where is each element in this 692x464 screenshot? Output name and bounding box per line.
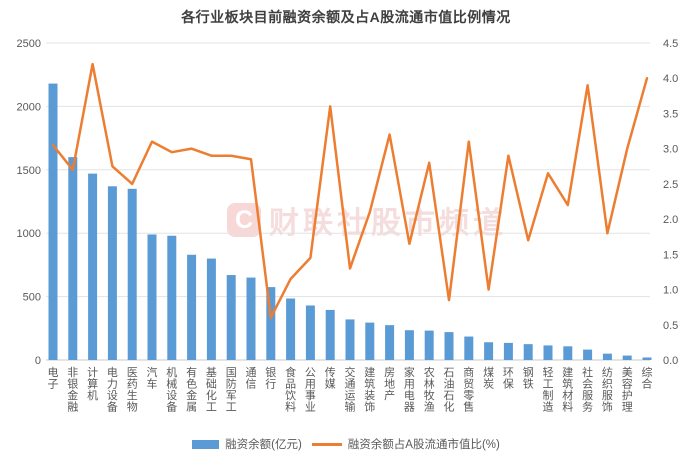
x-axis-label-轻工制造: 轻工制造 (543, 365, 554, 414)
left-axis-tick-label: 1000 (17, 228, 41, 240)
x-axis-label-传媒: 传媒 (325, 366, 336, 391)
left-axis-tick-label: 2500 (17, 38, 41, 50)
x-axis-label-社会服务: 社会服务 (582, 365, 593, 414)
bar-纺织服饰 (602, 353, 612, 360)
x-axis-label-计算机: 计算机 (87, 366, 98, 402)
left-axis-tick-label: 500 (23, 292, 41, 304)
bar-交通运输 (345, 319, 355, 360)
legend-line-label: 融资余额占A股流通市值比(%) (347, 439, 500, 451)
x-axis-label-房地产: 房地产 (384, 366, 395, 402)
x-axis-label-机械设备: 机械设备 (166, 365, 177, 414)
bar-基础化工 (206, 258, 216, 360)
bar-通信 (246, 277, 256, 360)
right-axis-tick-label: 0.5 (663, 320, 678, 332)
x-axis-label-交通运输: 交通运输 (345, 365, 356, 414)
x-axis-label-有色金属: 有色金属 (186, 365, 197, 414)
right-axis-tick-label: 3.5 (663, 108, 678, 120)
bar-环保 (503, 342, 513, 360)
x-axis-label-汽车: 汽车 (147, 365, 158, 391)
bar-医药生物 (127, 188, 137, 360)
legend-item-bar-series: 融资余额(亿元) (192, 436, 302, 452)
left-axis-tick-label: 1500 (17, 165, 41, 177)
ratio-line (51, 62, 649, 319)
x-axis-label-煤炭: 煤炭 (483, 366, 494, 391)
bar-银行 (266, 287, 276, 360)
bar-电力设备 (107, 186, 117, 360)
bar-有色金属 (187, 254, 197, 360)
bar-农林牧渔 (424, 330, 434, 360)
bar-汽车 (147, 234, 157, 360)
right-axis-tick-label: 1.0 (663, 285, 678, 297)
right-axis-tick-label: 2.0 (663, 214, 678, 226)
x-axis-label-钢铁: 钢铁 (523, 366, 534, 391)
x-axis-label-电子: 电子 (48, 366, 59, 391)
right-axis-tick-label: 2.5 (663, 179, 678, 191)
bar-计算机 (88, 173, 98, 360)
legend-item-line-series: 融资余额占A股流通市值比(%) (311, 436, 500, 452)
bar-石油石化 (444, 332, 454, 360)
x-axis-label-基础化工: 基础化工 (206, 366, 217, 414)
x-axis-label-综合: 综合 (642, 365, 653, 391)
bar-综合 (642, 357, 652, 360)
bar-家用电器 (404, 330, 414, 360)
legend-line-swatch-icon (311, 442, 342, 446)
x-axis-label-电力设备: 电力设备 (107, 366, 118, 414)
bar-商贸零售 (464, 336, 474, 360)
legend-bar-swatch-icon (192, 439, 220, 449)
right-axis-tick-label: 3.0 (663, 144, 678, 156)
bar-社会服务 (583, 349, 593, 360)
bar-机械设备 (167, 235, 177, 360)
x-axis-label-医药生物: 医药生物 (127, 367, 138, 414)
bar-建筑材料 (563, 346, 573, 360)
bar-建筑装饰 (365, 322, 375, 360)
right-axis-tick-label: 1.5 (663, 249, 678, 261)
bar-国防军工 (226, 275, 236, 360)
watermark: C 财联社股市频道 (227, 198, 507, 242)
bar-房地产 (385, 325, 395, 360)
x-axis-label-国防军工: 国防军工 (226, 366, 237, 414)
x-axis-label-纺织服饰: 纺织服饰 (602, 365, 613, 414)
chart-legend: 融资余额(亿元) 融资余额占A股流通市值比(%) (0, 436, 692, 452)
x-axis-label-非银金融: 非银金融 (67, 366, 78, 414)
right-axis-tick-label: 4.0 (663, 73, 678, 85)
combo-chart: 0 500 1000 1500 2000 2500 0.0 0.5 1.0 1.5 2.0 2.5 3.… (17, 38, 679, 414)
watermark-text: 财联社股市频道 (269, 207, 507, 240)
x-axis-label-美容护理: 美容护理 (622, 366, 633, 414)
bar-非银金融 (68, 157, 78, 360)
x-axis-label-家用电器: 家用电器 (404, 365, 415, 414)
x-axis-label-环保: 环保 (503, 367, 514, 391)
x-axis-label-农林牧渔: 农林牧渔 (424, 365, 435, 414)
left-axis-tick-label: 0 (35, 355, 41, 367)
bar-美容护理 (622, 355, 632, 360)
bar-煤炭 (484, 342, 494, 360)
bar-传媒 (325, 309, 335, 360)
x-axis-label-银行: 银行 (265, 365, 276, 391)
x-axis-label-食品饮料: 食品饮料 (285, 365, 296, 414)
x-axis-label-公用事业: 公用事业 (305, 367, 316, 414)
chart-title: 各行业板块目前融资余额及占A股流通市值比例情况 (181, 9, 511, 25)
bar-电子 (48, 83, 58, 361)
x-axis-label-商贸零售: 商贸零售 (463, 365, 474, 414)
bar-食品饮料 (286, 298, 296, 360)
bar-公用事业 (305, 305, 315, 360)
legend-bar-label: 融资余额(亿元) (225, 439, 302, 451)
right-axis-tick-label: 4.5 (663, 38, 678, 50)
x-axis-label-建筑材料: 建筑材料 (562, 365, 573, 414)
right-axis-tick-label: 0.0 (663, 355, 678, 367)
bar-钢铁 (523, 344, 533, 360)
watermark-logo-icon: C (227, 203, 261, 237)
x-axis-label-建筑装饰: 建筑装饰 (364, 365, 375, 414)
x-axis-label-石油石化: 石油石化 (444, 367, 455, 414)
bar-轻工制造 (543, 345, 553, 360)
x-axis-label-通信: 通信 (246, 366, 257, 391)
left-axis-tick-label: 2000 (17, 101, 41, 113)
